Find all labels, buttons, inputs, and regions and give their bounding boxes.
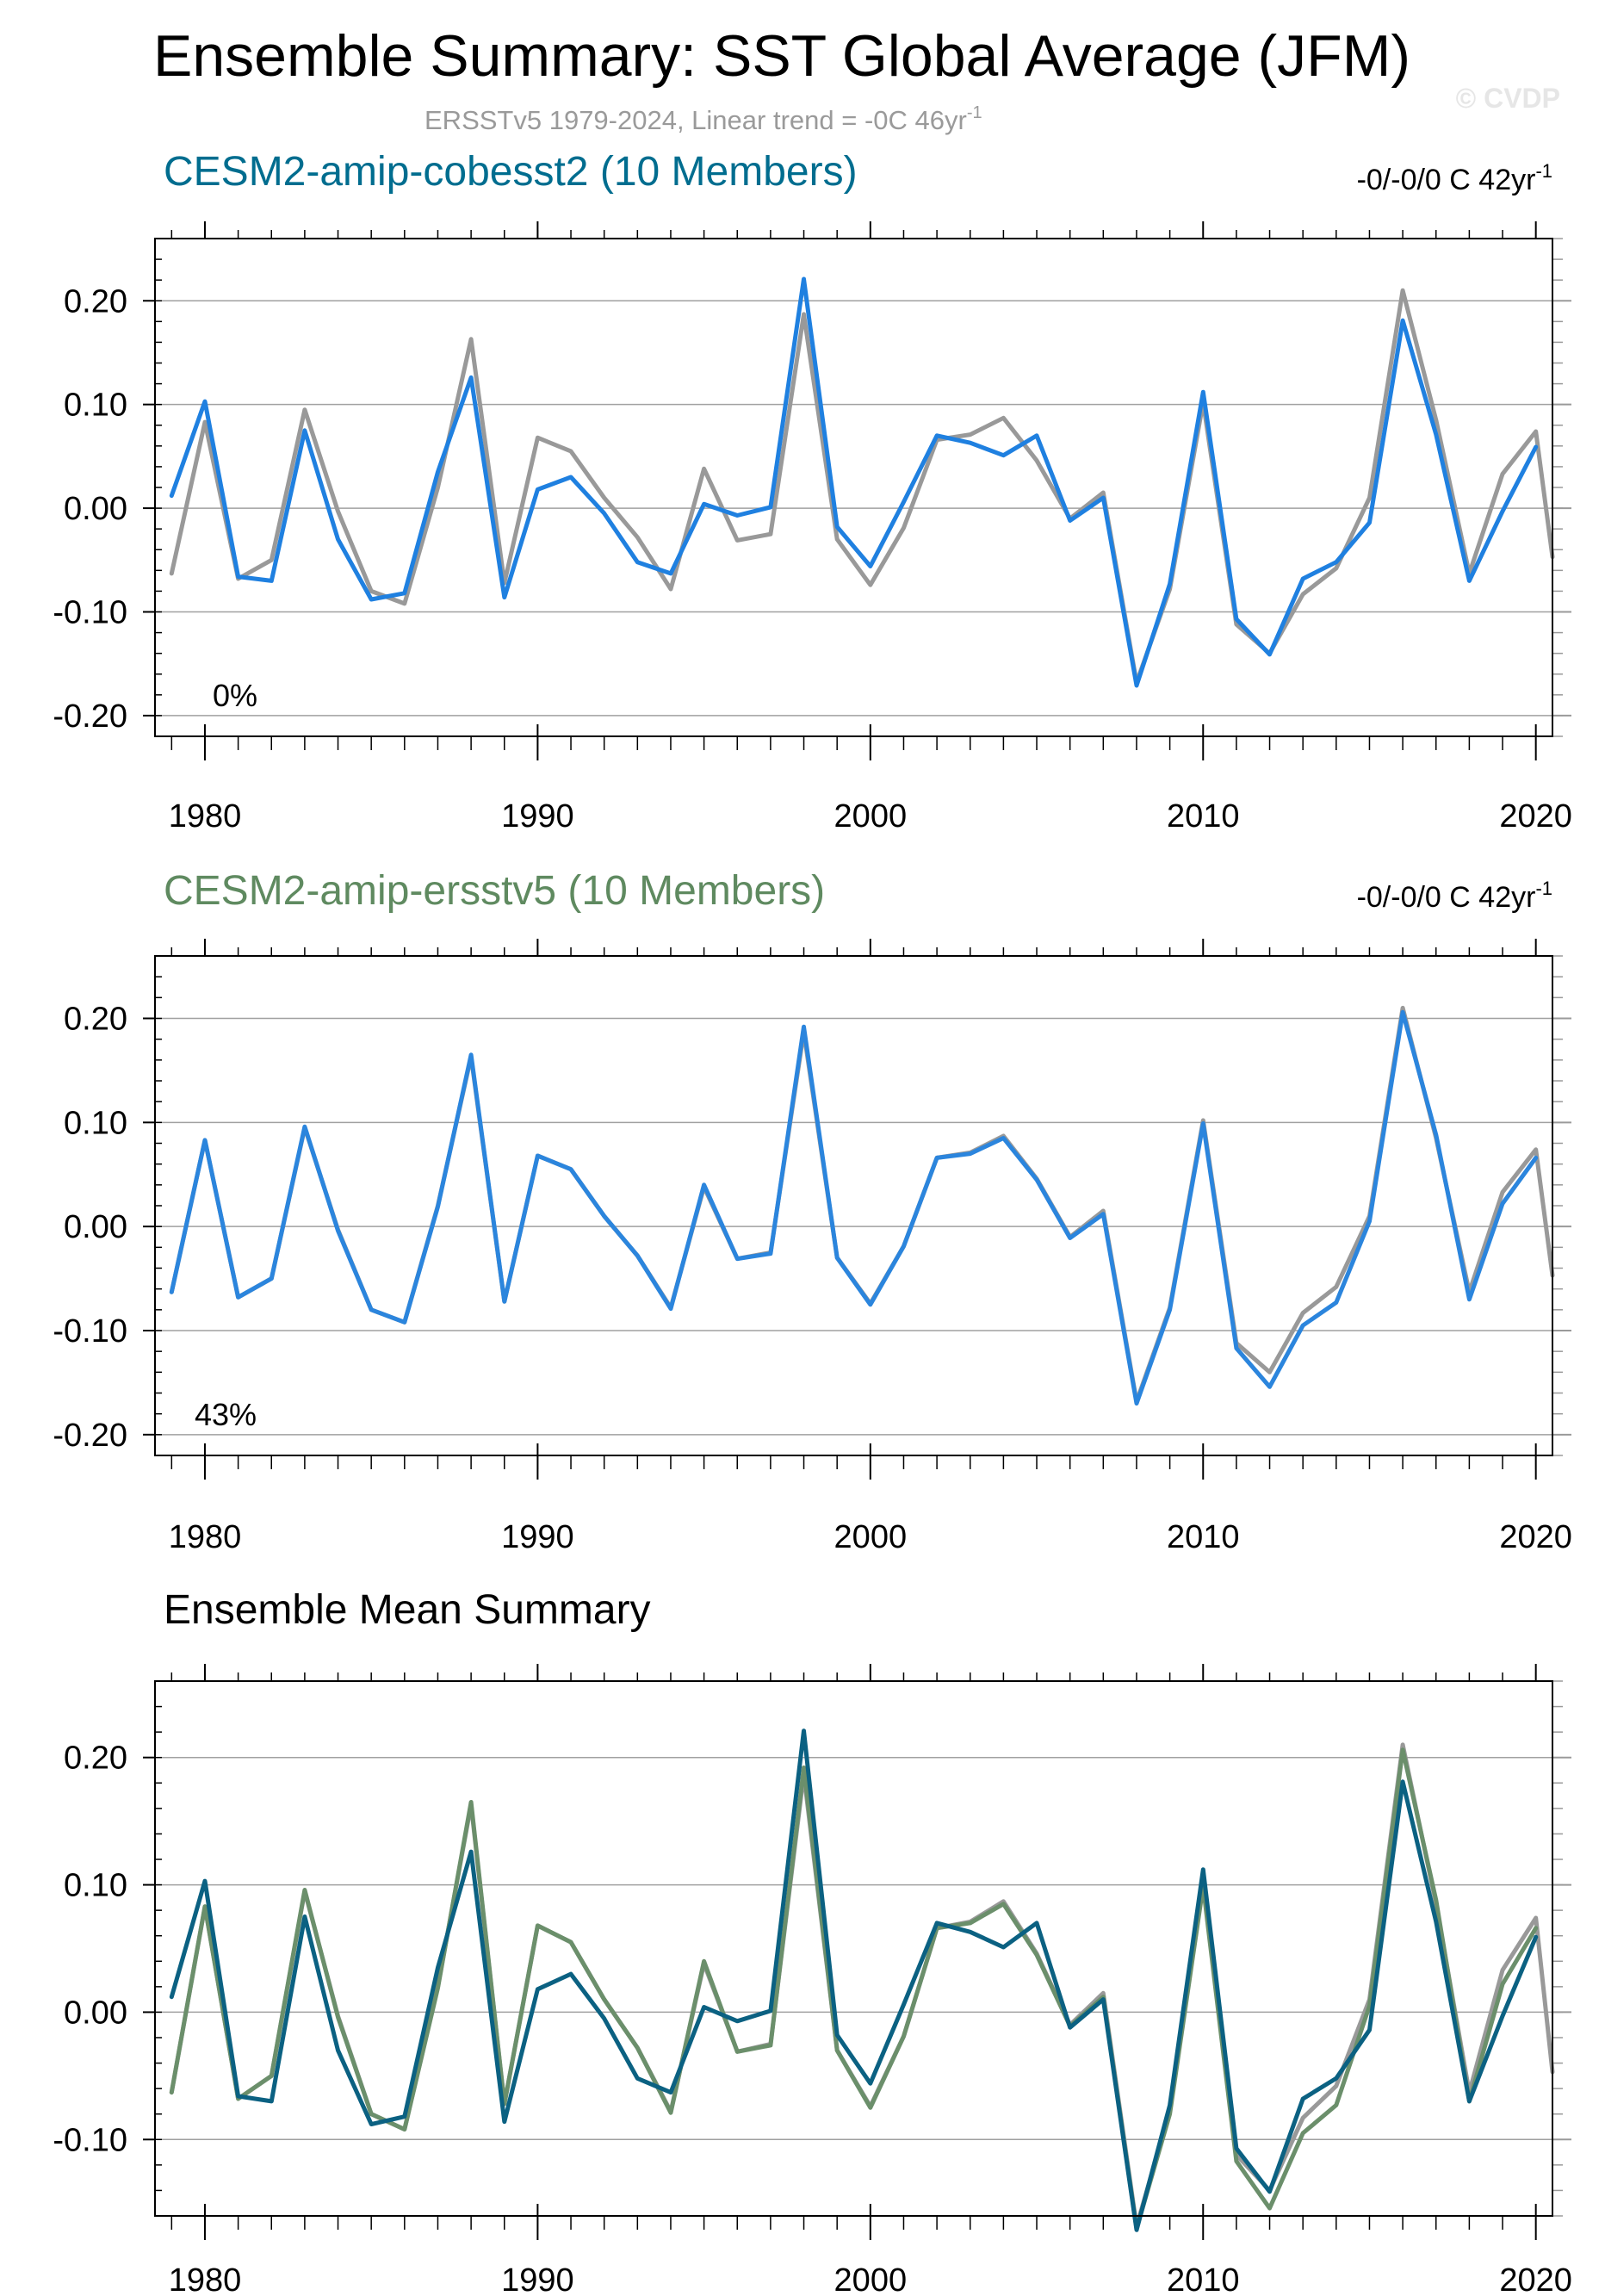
y-tick-label: 0.10 — [64, 1868, 127, 1904]
x-tick-label: 2010 — [1167, 798, 1240, 835]
x-tick-label: 2000 — [834, 2262, 908, 2296]
x-tick-label: 2000 — [834, 798, 908, 835]
chart-panel-3: Ensemble Mean Summary -0.10 0.00 0.10 0.20 19… — [53, 1587, 1572, 2296]
pattern-correlation-annotation: 0% — [213, 678, 257, 713]
series-line-ersstv5_mean — [169, 1747, 1539, 2231]
y-tick-label: 0.20 — [64, 283, 127, 320]
x-tick-label: 2000 — [834, 1519, 908, 1555]
x-tick-label: 2010 — [1167, 1519, 1240, 1555]
x-tick-label: 1980 — [169, 2262, 242, 2296]
series-line-obs — [169, 288, 1555, 685]
trend-label: -0/-0/0 C 42yr-1 — [1357, 878, 1552, 914]
pattern-correlation-annotation: 43% — [195, 1397, 257, 1432]
panel-title: CESM2-amip-ersstv5 (10 Members) — [164, 868, 825, 914]
subtitle-text: ERSSTv5 1979-2024, Linear trend = -0C 46… — [424, 105, 967, 135]
figure-title: Ensemble Summary: SST Global Average (JF… — [153, 23, 1410, 89]
y-tick-label: -0.10 — [53, 595, 127, 631]
y-tick-label: 0.20 — [64, 1002, 127, 1038]
series-line-cobesst2_mean — [169, 1728, 1539, 2232]
x-tick-label: 1980 — [169, 798, 242, 835]
plot-frame — [154, 238, 1553, 737]
y-tick-label: -0.20 — [53, 698, 127, 735]
y-tick-label: -0.10 — [53, 2122, 127, 2158]
panel-title: Ensemble Mean Summary — [164, 1587, 651, 1633]
series-line-ersstv5_line — [169, 1009, 1539, 1406]
x-tick-label: 1990 — [501, 1519, 574, 1555]
x-tick-label: 2010 — [1167, 2262, 1240, 2296]
plot-frame — [154, 1680, 1553, 2217]
subtitle-superscript: -1 — [967, 103, 982, 122]
y-tick-label: 0.10 — [64, 1105, 127, 1141]
panel-title: CESM2-amip-cobesst2 (10 Members) — [164, 149, 858, 195]
series-line-cobesst2_line — [169, 276, 1539, 688]
chart-panel-1: CESM2-amip-cobesst2 (10 Members) -0/-0/0 … — [53, 149, 1572, 835]
x-tick-label: 2020 — [1499, 2262, 1572, 2296]
y-tick-label: 0.20 — [64, 1741, 127, 1777]
chart-panels: CESM2-amip-cobesst2 (10 Members) -0/-0/0 … — [53, 149, 1572, 2296]
chart-panel-2: CESM2-amip-ersstv5 (10 Members) -0/-0/0 C… — [53, 868, 1572, 1555]
x-tick-label: 1990 — [501, 2262, 574, 2296]
y-tick-label: 0.00 — [64, 1209, 127, 1245]
x-tick-label: 2020 — [1499, 798, 1572, 835]
x-tick-label: 2020 — [1499, 1519, 1572, 1555]
x-tick-label: 1980 — [169, 1519, 242, 1555]
y-tick-label: -0.10 — [53, 1313, 127, 1350]
x-tick-label: 1990 — [501, 798, 574, 835]
cvdp-watermark: © CVDP — [1456, 83, 1560, 114]
figure-subtitle: ERSSTv5 1979-2024, Linear trend = -0C 46… — [424, 103, 982, 135]
y-tick-label: -0.20 — [53, 1418, 127, 1454]
y-tick-label: 0.00 — [64, 1995, 127, 2031]
y-tick-label: 0.00 — [64, 491, 127, 527]
trend-label: -0/-0/0 C 42yr-1 — [1357, 160, 1552, 196]
y-tick-label: 0.10 — [64, 388, 127, 424]
plot-frame — [154, 955, 1553, 1456]
